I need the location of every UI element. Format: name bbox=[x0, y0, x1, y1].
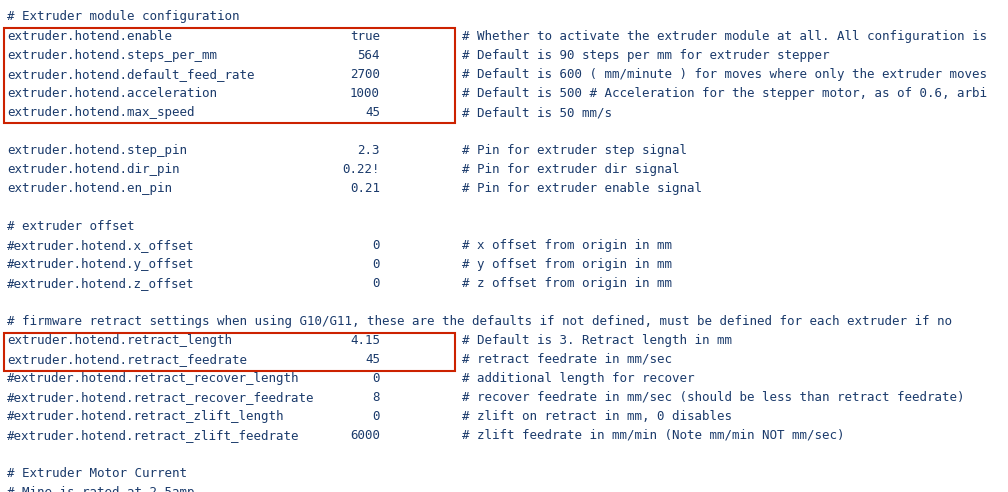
Text: # Extruder module configuration: # Extruder module configuration bbox=[7, 10, 240, 23]
Text: 0: 0 bbox=[373, 277, 380, 290]
Text: # extruder offset: # extruder offset bbox=[7, 220, 134, 233]
Text: extruder.hotend.step_pin: extruder.hotend.step_pin bbox=[7, 144, 187, 157]
Text: # zlift feedrate in mm/min (Note mm/min NOT mm/sec): # zlift feedrate in mm/min (Note mm/min … bbox=[462, 429, 845, 442]
Text: 0: 0 bbox=[373, 258, 380, 271]
Text: extruder.hotend.acceleration: extruder.hotend.acceleration bbox=[7, 87, 217, 100]
Text: # Default is 600 ( mm/minute ) for moves where only the extruder moves: # Default is 600 ( mm/minute ) for moves… bbox=[462, 68, 987, 81]
Text: # Default is 3. Retract length in mm: # Default is 3. Retract length in mm bbox=[462, 334, 732, 347]
Text: # Mine is rated at 2.5amp: # Mine is rated at 2.5amp bbox=[7, 486, 195, 492]
Text: 45: 45 bbox=[365, 106, 380, 119]
Text: # y offset from origin in mm: # y offset from origin in mm bbox=[462, 258, 672, 271]
Text: # Whether to activate the extruder module at all. All configuration is: # Whether to activate the extruder modul… bbox=[462, 30, 987, 43]
Text: # recover feedrate in mm/sec (should be less than retract feedrate): # recover feedrate in mm/sec (should be … bbox=[462, 391, 965, 404]
Text: 0.21: 0.21 bbox=[350, 182, 380, 195]
Text: 2700: 2700 bbox=[350, 68, 380, 81]
Text: # additional length for recover: # additional length for recover bbox=[462, 372, 695, 385]
Text: 4.15: 4.15 bbox=[350, 334, 380, 347]
Text: 2.3: 2.3 bbox=[358, 144, 380, 157]
Text: 0: 0 bbox=[373, 239, 380, 252]
Text: # firmware retract settings when using G10/G11, these are the defaults if not de: # firmware retract settings when using G… bbox=[7, 315, 952, 328]
Text: 8: 8 bbox=[373, 391, 380, 404]
Text: extruder.hotend.enable: extruder.hotend.enable bbox=[7, 30, 172, 43]
Text: extruder.hotend.dir_pin: extruder.hotend.dir_pin bbox=[7, 163, 179, 176]
Text: 1000: 1000 bbox=[350, 87, 380, 100]
Text: # Pin for extruder dir signal: # Pin for extruder dir signal bbox=[462, 163, 679, 176]
Text: 0: 0 bbox=[373, 410, 380, 423]
Text: 6000: 6000 bbox=[350, 429, 380, 442]
Text: #extruder.hotend.x_offset: #extruder.hotend.x_offset bbox=[7, 239, 195, 252]
Bar bbox=[4, 28, 455, 123]
Text: extruder.hotend.max_speed: extruder.hotend.max_speed bbox=[7, 106, 195, 119]
Text: # zlift on retract in mm, 0 disables: # zlift on retract in mm, 0 disables bbox=[462, 410, 732, 423]
Text: # z offset from origin in mm: # z offset from origin in mm bbox=[462, 277, 672, 290]
Text: extruder.hotend.retract_feedrate: extruder.hotend.retract_feedrate bbox=[7, 353, 247, 366]
Text: 45: 45 bbox=[365, 353, 380, 366]
Text: 0: 0 bbox=[373, 372, 380, 385]
Text: #extruder.hotend.z_offset: #extruder.hotend.z_offset bbox=[7, 277, 195, 290]
Text: # Pin for extruder enable signal: # Pin for extruder enable signal bbox=[462, 182, 702, 195]
Text: 0.22!: 0.22! bbox=[343, 163, 380, 176]
Text: # retract feedrate in mm/sec: # retract feedrate in mm/sec bbox=[462, 353, 672, 366]
Text: # Default is 90 steps per mm for extruder stepper: # Default is 90 steps per mm for extrude… bbox=[462, 49, 830, 62]
Text: # Pin for extruder step signal: # Pin for extruder step signal bbox=[462, 144, 687, 157]
Bar bbox=[4, 333, 455, 371]
Text: # x offset from origin in mm: # x offset from origin in mm bbox=[462, 239, 672, 252]
Text: # Default is 50 mm/s: # Default is 50 mm/s bbox=[462, 106, 612, 119]
Text: 564: 564 bbox=[358, 49, 380, 62]
Text: #extruder.hotend.retract_recover_length: #extruder.hotend.retract_recover_length bbox=[7, 372, 299, 385]
Text: # Extruder Motor Current: # Extruder Motor Current bbox=[7, 467, 187, 480]
Text: true: true bbox=[350, 30, 380, 43]
Text: #extruder.hotend.y_offset: #extruder.hotend.y_offset bbox=[7, 258, 195, 271]
Text: # Default is 500 # Acceleration for the stepper motor, as of 0.6, arbi: # Default is 500 # Acceleration for the … bbox=[462, 87, 987, 100]
Text: extruder.hotend.retract_length: extruder.hotend.retract_length bbox=[7, 334, 232, 347]
Text: #extruder.hotend.retract_zlift_length: #extruder.hotend.retract_zlift_length bbox=[7, 410, 284, 423]
Text: #extruder.hotend.retract_zlift_feedrate: #extruder.hotend.retract_zlift_feedrate bbox=[7, 429, 299, 442]
Text: #extruder.hotend.retract_recover_feedrate: #extruder.hotend.retract_recover_feedrat… bbox=[7, 391, 314, 404]
Text: extruder.hotend.steps_per_mm: extruder.hotend.steps_per_mm bbox=[7, 49, 217, 62]
Text: extruder.hotend.default_feed_rate: extruder.hotend.default_feed_rate bbox=[7, 68, 254, 81]
Text: extruder.hotend.en_pin: extruder.hotend.en_pin bbox=[7, 182, 172, 195]
